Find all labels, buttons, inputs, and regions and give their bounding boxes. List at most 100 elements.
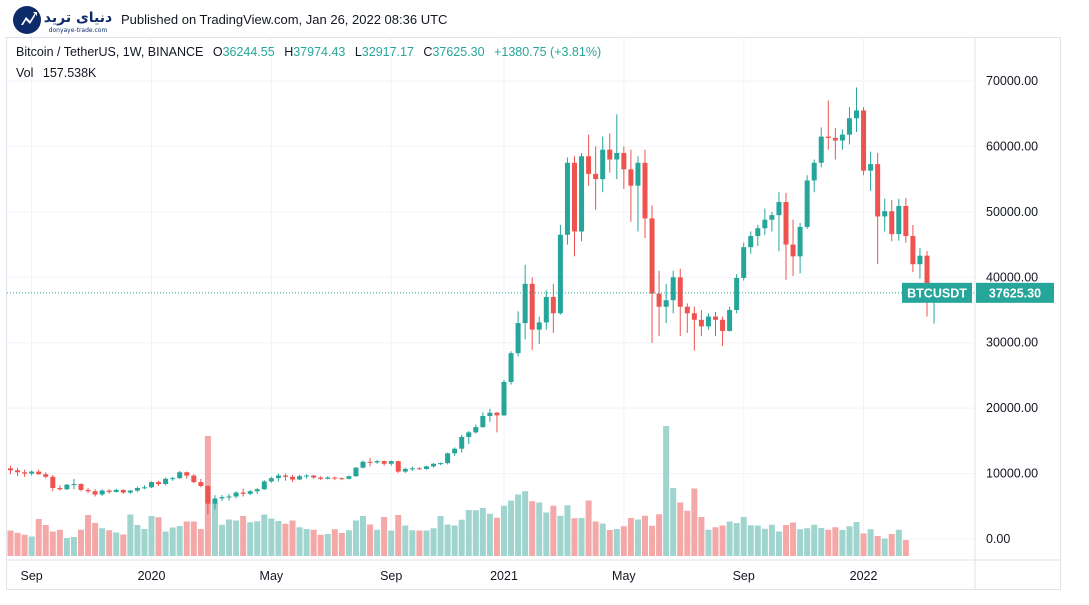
- volume-bar: [183, 521, 190, 556]
- candle-body: [141, 487, 147, 489]
- volume-bar: [21, 534, 28, 556]
- candle-body: [240, 492, 246, 494]
- candle-body: [924, 255, 930, 303]
- y-tick-label: 0.00: [986, 532, 1010, 546]
- candle-body: [184, 472, 190, 476]
- candle-body: [882, 211, 888, 217]
- volume-bar: [409, 530, 416, 556]
- ohlc-legend: Bitcoin / TetherUS, 1W, BINANCE O36244.5…: [16, 45, 601, 59]
- volume-bar: [677, 502, 684, 556]
- volume-bar: [768, 524, 775, 556]
- candle-body: [649, 218, 655, 294]
- volume-bar: [613, 529, 620, 556]
- candle-body: [642, 162, 648, 219]
- candle-body: [487, 412, 493, 416]
- candle-body: [290, 476, 295, 480]
- candle-body: [374, 461, 380, 463]
- candle-body: [318, 477, 324, 479]
- volume-bar: [592, 521, 599, 556]
- grid-lines: [7, 38, 974, 559]
- candle-body: [205, 486, 211, 504]
- volume-bar: [797, 529, 804, 556]
- candle-body: [92, 491, 98, 495]
- candle-body: [57, 487, 63, 490]
- candle-body: [656, 293, 662, 307]
- volume-bar: [289, 520, 296, 556]
- candle-body: [903, 205, 909, 237]
- volume-bar: [550, 505, 557, 556]
- candle-body: [727, 310, 733, 331]
- candle-body: [875, 164, 881, 217]
- volume-bar: [303, 529, 310, 556]
- volume-bar: [162, 531, 169, 556]
- published-note: Published on TradingView.com, Jan 26, 20…: [121, 12, 448, 27]
- candle-body: [564, 162, 570, 235]
- candle-body: [99, 490, 105, 495]
- candles: [8, 87, 937, 515]
- price-axis: 70000.00 60000.00 50000.00 40000.00 30000.00…: [986, 74, 1038, 546]
- y-tick-label: 70000.00: [986, 74, 1038, 88]
- x-tick-label: 2020: [138, 569, 166, 583]
- candle-body: [85, 489, 91, 492]
- candle-body: [332, 477, 338, 479]
- candle-body: [811, 162, 817, 181]
- legend-high-label: H: [284, 45, 294, 59]
- vol-value: 157.538K: [42, 66, 97, 80]
- last-price-tag: 37625.30: [989, 286, 1041, 300]
- volume-bar: [472, 510, 479, 556]
- legend-open-label: O: [212, 45, 223, 59]
- volume-bar: [712, 527, 719, 556]
- candle-body: [621, 152, 627, 170]
- chart-frame: [6, 37, 1061, 590]
- candle-body: [515, 323, 521, 354]
- candle-body: [416, 468, 422, 470]
- time-axis: Sep 2020 May Sep 2021 May Sep 2022: [21, 569, 878, 583]
- volume-bar: [416, 530, 423, 556]
- volume-bar: [501, 505, 507, 556]
- volume-bar: [176, 526, 183, 556]
- volume-bar: [529, 501, 536, 556]
- candle-body: [818, 136, 824, 163]
- candle-body: [212, 498, 218, 504]
- volume-bar: [120, 534, 127, 556]
- candle-body: [896, 205, 902, 235]
- volume-bar: [381, 517, 388, 556]
- volume-bar: [352, 520, 359, 556]
- candle-body: [134, 487, 140, 491]
- volume-bar: [564, 505, 571, 556]
- volume-bar: [733, 523, 740, 556]
- volume-bar: [338, 533, 345, 556]
- volume-bar: [155, 517, 162, 556]
- volume-bars: [7, 426, 909, 556]
- volume-bar: [261, 514, 268, 556]
- volume-bar: [818, 528, 825, 556]
- volume-bar: [684, 510, 691, 556]
- volume-bar: [190, 521, 197, 556]
- volume-bar: [620, 526, 627, 556]
- candle-body: [846, 118, 852, 135]
- candle-body: [536, 322, 542, 330]
- x-tick-label: 2022: [850, 569, 878, 583]
- candle-body: [127, 490, 133, 493]
- volume-bar: [740, 517, 747, 556]
- volume-bar: [860, 533, 867, 556]
- volume-bar: [127, 514, 134, 556]
- candle-body: [409, 468, 415, 470]
- candle-body: [191, 475, 197, 483]
- volume-bar: [719, 525, 726, 556]
- volume-bar: [698, 517, 705, 556]
- volume-bar: [465, 510, 472, 556]
- volume-bar: [508, 500, 515, 556]
- candle-body: [304, 475, 310, 477]
- volume-bar: [324, 534, 331, 556]
- x-tick-label: 2021: [490, 569, 518, 583]
- candle-body: [854, 110, 859, 119]
- candle-body: [254, 489, 260, 492]
- volume-bar: [881, 538, 888, 556]
- volume-bar: [7, 530, 14, 556]
- candle-body: [557, 234, 563, 314]
- volume-bar: [536, 502, 543, 556]
- header: دنیای ترید donyaye-trade.com Published o…: [0, 0, 1089, 38]
- last-price-tag-bg: [976, 282, 1054, 303]
